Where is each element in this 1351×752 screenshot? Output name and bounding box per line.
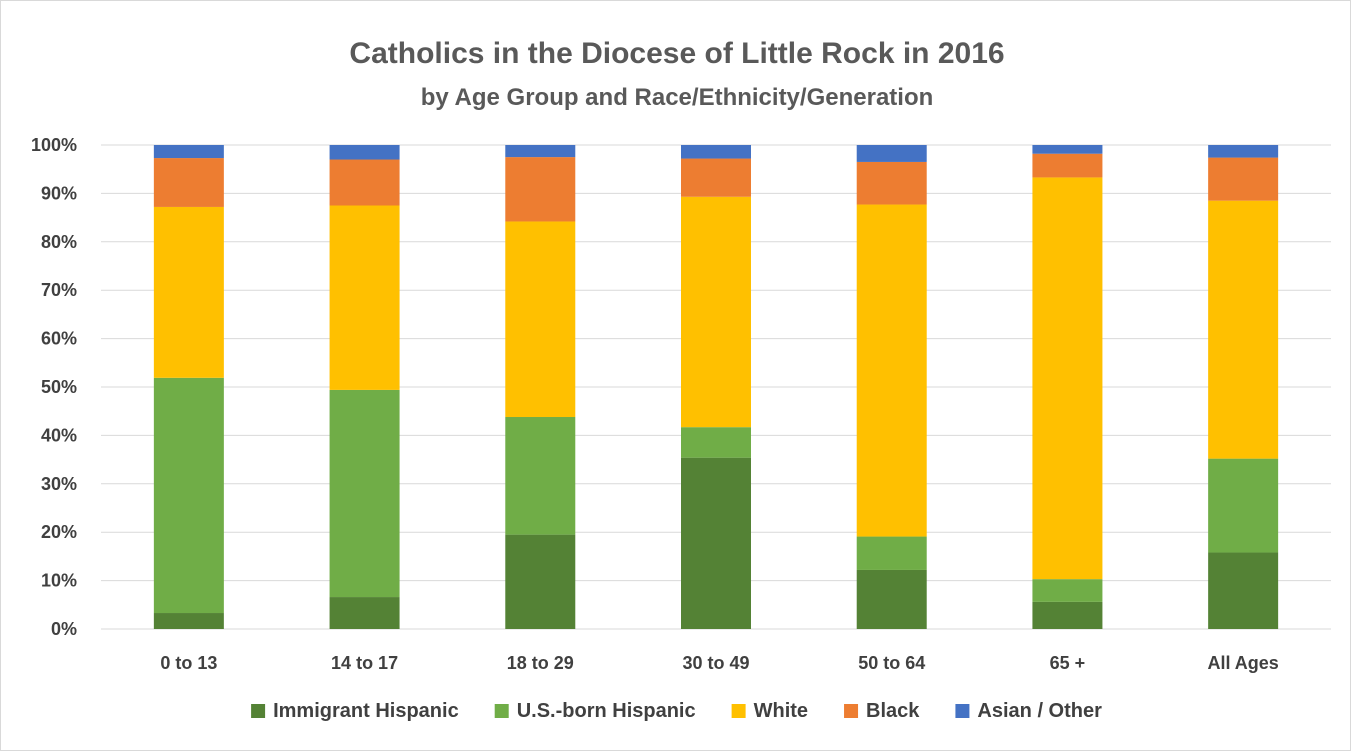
- y-tick-label: 90%: [41, 183, 77, 203]
- chart-title: Catholics in the Diocese of Little Rock …: [349, 37, 1004, 70]
- bar-segment: [1208, 200, 1279, 459]
- bar-segment: [681, 145, 751, 159]
- bar-segment: [505, 221, 576, 418]
- bar-segment: [1032, 601, 1103, 629]
- bar-segment: [329, 597, 400, 629]
- legend-label: Black: [866, 700, 920, 722]
- bar-segment: [329, 205, 400, 390]
- bar-segment: [856, 569, 927, 629]
- y-tick-label: 80%: [41, 232, 77, 252]
- legend-label: Asian / Other: [977, 700, 1102, 722]
- x-tick-label: 18 to 29: [507, 653, 574, 673]
- bar-segment: [153, 158, 224, 207]
- bar-segment: [1032, 153, 1103, 178]
- y-tick-label: 40%: [41, 425, 77, 445]
- x-tick-label: 30 to 49: [682, 653, 749, 673]
- bar-segment: [856, 204, 927, 537]
- x-axis: 0 to 13 14 to 17 18 to 29 30 to 49 50 to 64 6…: [160, 653, 1278, 673]
- legend-item: Asian / Other: [955, 700, 1102, 722]
- legend-item: Immigrant Hispanic: [251, 700, 459, 722]
- bar-segment: [505, 417, 576, 535]
- bar-segment: [1032, 579, 1103, 602]
- bars: [153, 145, 1279, 629]
- bar-segment: [856, 161, 927, 205]
- bar-segment: [505, 534, 576, 629]
- bar-segment: [153, 145, 224, 159]
- bar-segment: [505, 157, 576, 222]
- bar-segment: [681, 427, 751, 458]
- legend-item: White: [731, 700, 808, 722]
- legend-item: Black: [844, 700, 920, 722]
- bar-segment: [681, 457, 751, 629]
- y-tick-label: 70%: [41, 280, 77, 300]
- chart-subtitle: by Age Group and Race/Ethnicity/Generati…: [421, 84, 934, 111]
- bar-segment: [856, 145, 927, 162]
- bar-segment: [856, 536, 927, 570]
- legend-swatch: [731, 704, 746, 718]
- bar-segment: [1032, 177, 1103, 580]
- x-tick-label: 14 to 17: [331, 653, 398, 673]
- bar-segment: [329, 145, 400, 160]
- x-tick-label: All Ages: [1207, 653, 1278, 673]
- y-axis: 0% 10% 20% 30% 40% 50% 60% 70% 80% 90% 100%: [31, 135, 77, 639]
- y-tick-label: 60%: [41, 329, 77, 349]
- bar-segment: [1208, 552, 1279, 629]
- y-tick-label: 20%: [41, 522, 77, 542]
- bar-segment: [153, 613, 224, 629]
- bar-segment: [1208, 157, 1279, 201]
- legend-swatch: [955, 704, 970, 718]
- bar-segment: [153, 206, 224, 378]
- bar-segment: [1032, 145, 1103, 154]
- legend: Immigrant Hispanic U.S.-born Hispanic Whit…: [251, 700, 1102, 722]
- y-tick-label: 50%: [41, 377, 77, 397]
- legend-swatch: [844, 704, 859, 718]
- y-tick-label: 30%: [41, 474, 77, 494]
- bar-segment: [329, 159, 400, 206]
- legend-swatch: [251, 704, 266, 718]
- x-tick-label: 65 +: [1050, 653, 1086, 673]
- legend-label: U.S.-born Hispanic: [517, 700, 696, 722]
- bar-segment: [1208, 458, 1279, 553]
- bar-segment: [329, 389, 400, 598]
- y-tick-label: 10%: [41, 571, 77, 591]
- legend-label: Immigrant Hispanic: [273, 700, 459, 722]
- bar-segment: [505, 145, 576, 158]
- legend-swatch: [494, 704, 509, 718]
- legend-label: White: [754, 700, 808, 722]
- bar-segment: [681, 158, 751, 197]
- bar-segment: [681, 196, 751, 428]
- x-tick-label: 50 to 64: [858, 653, 925, 673]
- y-tick-label: 100%: [31, 135, 77, 155]
- bar-segment: [1208, 145, 1279, 158]
- bar-segment: [153, 377, 224, 614]
- x-tick-label: 0 to 13: [160, 653, 217, 673]
- legend-item: U.S.-born Hispanic: [494, 700, 696, 722]
- y-tick-label: 0%: [51, 619, 77, 639]
